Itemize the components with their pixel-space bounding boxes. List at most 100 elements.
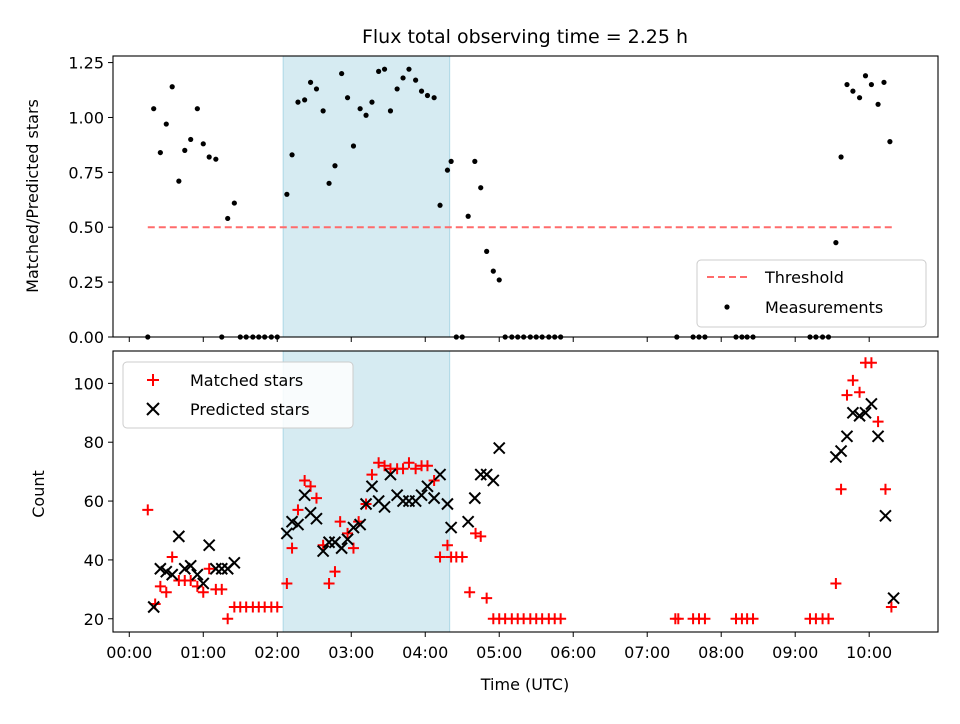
measurement-point [881, 79, 887, 85]
matched-star-marker [379, 460, 391, 472]
matched-star-marker [305, 480, 317, 492]
predicted-star-marker [285, 515, 299, 528]
bot-y-tick-label: 40 [84, 551, 104, 570]
matched-star-marker [281, 577, 293, 589]
legend-matched-label: Matched stars [190, 371, 303, 390]
matched-star-marker [329, 566, 341, 578]
matched-star-marker [410, 463, 422, 475]
matched-star-marker [166, 551, 178, 563]
predicted-star-marker [335, 541, 348, 555]
predicted-star-marker [365, 480, 379, 493]
measurement-point [496, 277, 502, 283]
x-tick-label: 07:00 [624, 643, 670, 662]
matched-star-marker [185, 575, 197, 587]
x-tick-label: 06:00 [550, 643, 596, 662]
top-panel: 0.00 0.25 0.50 0.75 1.00 1.25 Flux total obse… [23, 26, 939, 347]
measurement-point [862, 73, 869, 79]
bot-y-tick-label: 100 [73, 374, 104, 393]
legend-predicted-label: Predicted stars [190, 400, 310, 419]
measurement-point [231, 200, 237, 206]
matched-star-marker [841, 389, 853, 401]
matched-star-marker [323, 577, 335, 589]
matched-star-marker [292, 504, 304, 516]
matched-star-marker [830, 577, 842, 589]
measurement-point [206, 154, 212, 160]
measurement-point [437, 202, 443, 208]
predicted-star-marker [433, 468, 447, 481]
predicted-star-marker [184, 559, 197, 573]
measurement-point [850, 88, 856, 94]
measurement-point [163, 121, 169, 127]
measurement-point [381, 66, 388, 72]
x-tick-label: 01:00 [180, 643, 226, 662]
matched-star-marker [475, 530, 487, 542]
matched-star-marker [854, 386, 866, 398]
measurement-point [339, 70, 345, 77]
matched-star-marker [822, 613, 834, 625]
top-y-tick-label: 1.00 [68, 108, 104, 127]
measurement-point [284, 191, 290, 197]
x-tick-label: 05:00 [476, 643, 522, 662]
top-y-tick-label: 1.25 [68, 54, 104, 73]
matched-star-marker [464, 586, 476, 598]
top-legend-box [696, 259, 927, 328]
predicted-star-marker [421, 480, 434, 493]
matched-star-marker [299, 474, 311, 486]
predicted-star-marker [178, 562, 191, 575]
measurement-point [875, 101, 881, 107]
measurement-point [182, 147, 188, 153]
predicted-star-marker [493, 441, 506, 455]
matched-star-marker [216, 583, 228, 595]
predicted-star-marker [165, 568, 179, 581]
measurement-point [157, 149, 163, 156]
bot-y-tick-label: 20 [84, 610, 104, 629]
predicted-star-marker [461, 515, 475, 528]
legend-measurements-swatch [724, 304, 730, 310]
x-tick-label: 02:00 [254, 643, 300, 662]
predicted-star-marker [853, 409, 866, 422]
predicted-star-marker [353, 518, 367, 531]
top-plot-frame [112, 55, 939, 338]
matched-star-marker [441, 539, 453, 551]
matched-star-marker [310, 492, 322, 504]
measurement-point [484, 248, 490, 254]
measurement-point [225, 215, 231, 222]
measurement-point [307, 79, 314, 85]
bot-y-tick-label: 80 [84, 433, 104, 452]
measurement-point [418, 88, 425, 94]
measurement-point [357, 106, 363, 112]
predicted-star-marker [228, 556, 241, 570]
predicted-star-marker [347, 521, 360, 534]
measurement-point [320, 108, 326, 114]
bottom-plot-frame [112, 350, 939, 633]
top-y-tick-label: 0.00 [68, 328, 104, 347]
matched-star-marker [203, 563, 215, 575]
x-tick-label: 04:00 [402, 643, 448, 662]
matched-star-marker [847, 374, 859, 386]
matched-star-marker [835, 483, 847, 495]
measurement-point [295, 99, 301, 105]
matched-star-marker [872, 416, 884, 428]
predicted-star-marker [834, 444, 848, 458]
measurement-point [472, 158, 478, 164]
predicted-star-marker [280, 527, 294, 540]
bottom-legend: Matched stars Predicted stars [122, 361, 354, 429]
top-y-axis-label: Matched/Predicted stars [23, 99, 42, 293]
measurement-point [400, 75, 406, 81]
matched-star-marker [154, 580, 166, 592]
measurement-point [387, 108, 394, 114]
matched-star-marker [334, 516, 346, 528]
predicted-star-marker [887, 591, 900, 605]
legend-threshold-label: Threshold [764, 268, 844, 287]
measurement-point [448, 158, 454, 164]
measurement-point [326, 180, 332, 186]
measurement-point [413, 77, 419, 83]
matched-star-marker [434, 551, 446, 563]
measurement-point [856, 95, 863, 101]
matched-star-marker [481, 592, 493, 604]
matched-star-marker [421, 460, 433, 472]
x-tick-label: 10:00 [846, 643, 892, 662]
predicted-star-marker [147, 600, 160, 614]
predicted-star-marker [444, 521, 458, 534]
